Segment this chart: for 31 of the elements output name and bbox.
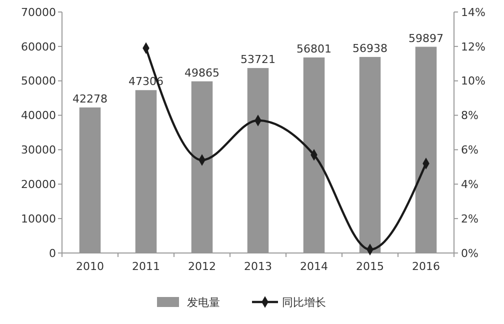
y2-tick-label: 8%	[461, 109, 478, 122]
y2-tick-label: 12%	[461, 40, 486, 54]
y-tick-label: 0	[49, 246, 56, 260]
x-tick-label: 2015	[356, 260, 384, 273]
data-label: 56801	[296, 42, 332, 56]
data-label: 53721	[240, 53, 276, 66]
x-tick-label: 2012	[188, 260, 216, 273]
y-tick-label: 20000	[21, 178, 56, 191]
y2-tick-label: 0%	[461, 246, 478, 260]
data-label: 59897	[408, 32, 444, 45]
x-tick-label: 2016	[412, 260, 440, 273]
data-label: 56938	[352, 42, 388, 55]
y-tick-label: 50000	[21, 74, 56, 88]
legend-label: 发电量	[187, 296, 220, 309]
y-tick-label: 40000	[21, 109, 56, 122]
x-tick-label: 2010	[76, 260, 104, 273]
x-tick-label: 2011	[132, 260, 160, 273]
y2-tick-label: 14%	[461, 6, 486, 19]
y-tick-label: 30000	[21, 144, 56, 157]
y-tick-label: 60000	[21, 40, 56, 54]
y2-tick-label: 10%	[461, 74, 486, 88]
data-label: 42278	[72, 92, 108, 106]
y-tick-label: 70000	[21, 6, 56, 19]
x-tick-label: 2014	[300, 260, 328, 273]
x-tick-label: 2013	[244, 260, 272, 273]
y2-tick-label: 6%	[461, 144, 478, 157]
y-tick-label: 10000	[21, 212, 56, 226]
data-label: 49865	[184, 66, 220, 80]
legend-label: 同比增长	[282, 296, 326, 309]
y2-tick-label: 2%	[461, 212, 478, 226]
y2-tick-label: 4%	[461, 178, 478, 191]
